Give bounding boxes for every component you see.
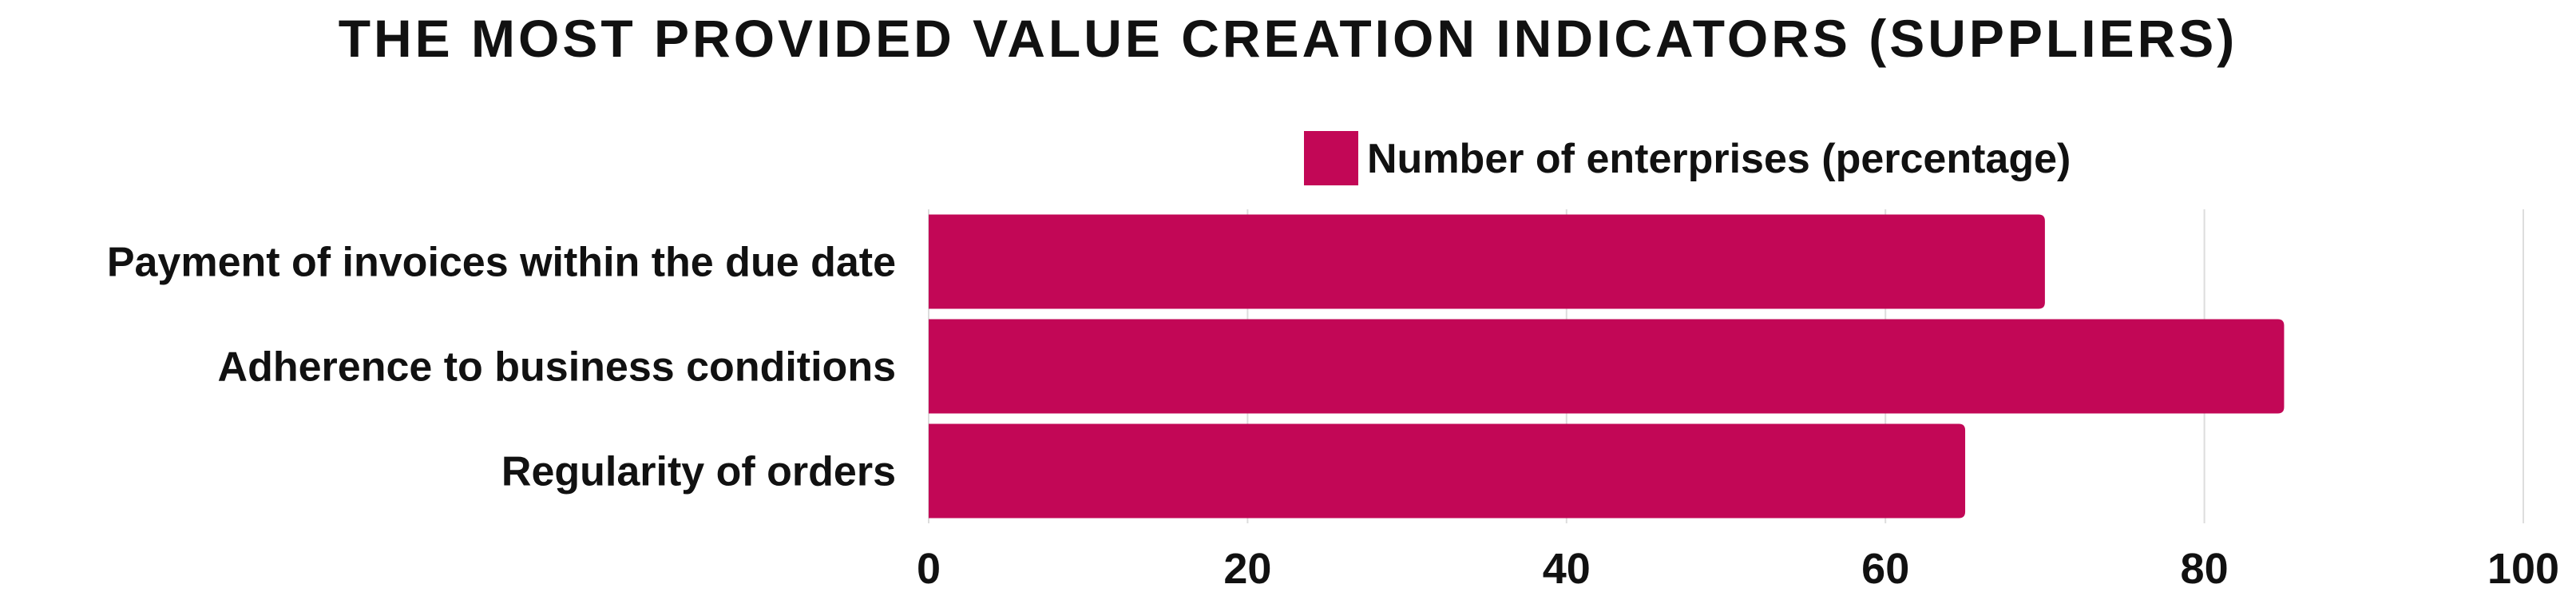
x-tick-label: 100 — [2487, 545, 2559, 593]
x-tick-label: 60 — [1861, 545, 1909, 593]
bar-2 — [929, 319, 2285, 414]
legend-swatch — [1304, 131, 1358, 185]
x-tick-label: 40 — [1543, 545, 1591, 593]
category-label: Adherence to business conditions — [218, 344, 896, 391]
x-axis-ticks: 0 20 40 60 80 100 — [917, 545, 2559, 593]
legend: Number of enterprises (percentage) — [1304, 131, 2071, 185]
x-tick-label: 80 — [2181, 545, 2229, 593]
x-tick-label: 0 — [917, 545, 941, 593]
chart-title: THE MOST PROVIDED VALUE CREATION INDICAT… — [338, 9, 2238, 68]
bar-3 — [929, 423, 1966, 519]
category-labels: Payment of invoices within the due date A… — [107, 240, 896, 495]
category-label: Payment of invoices within the due date — [107, 240, 896, 286]
bars — [929, 214, 2285, 519]
legend-label: Number of enterprises (percentage) — [1367, 136, 2071, 182]
category-label: Regularity of orders — [501, 449, 896, 495]
bar-1 — [929, 214, 2045, 309]
x-tick-label: 20 — [1223, 545, 1271, 593]
